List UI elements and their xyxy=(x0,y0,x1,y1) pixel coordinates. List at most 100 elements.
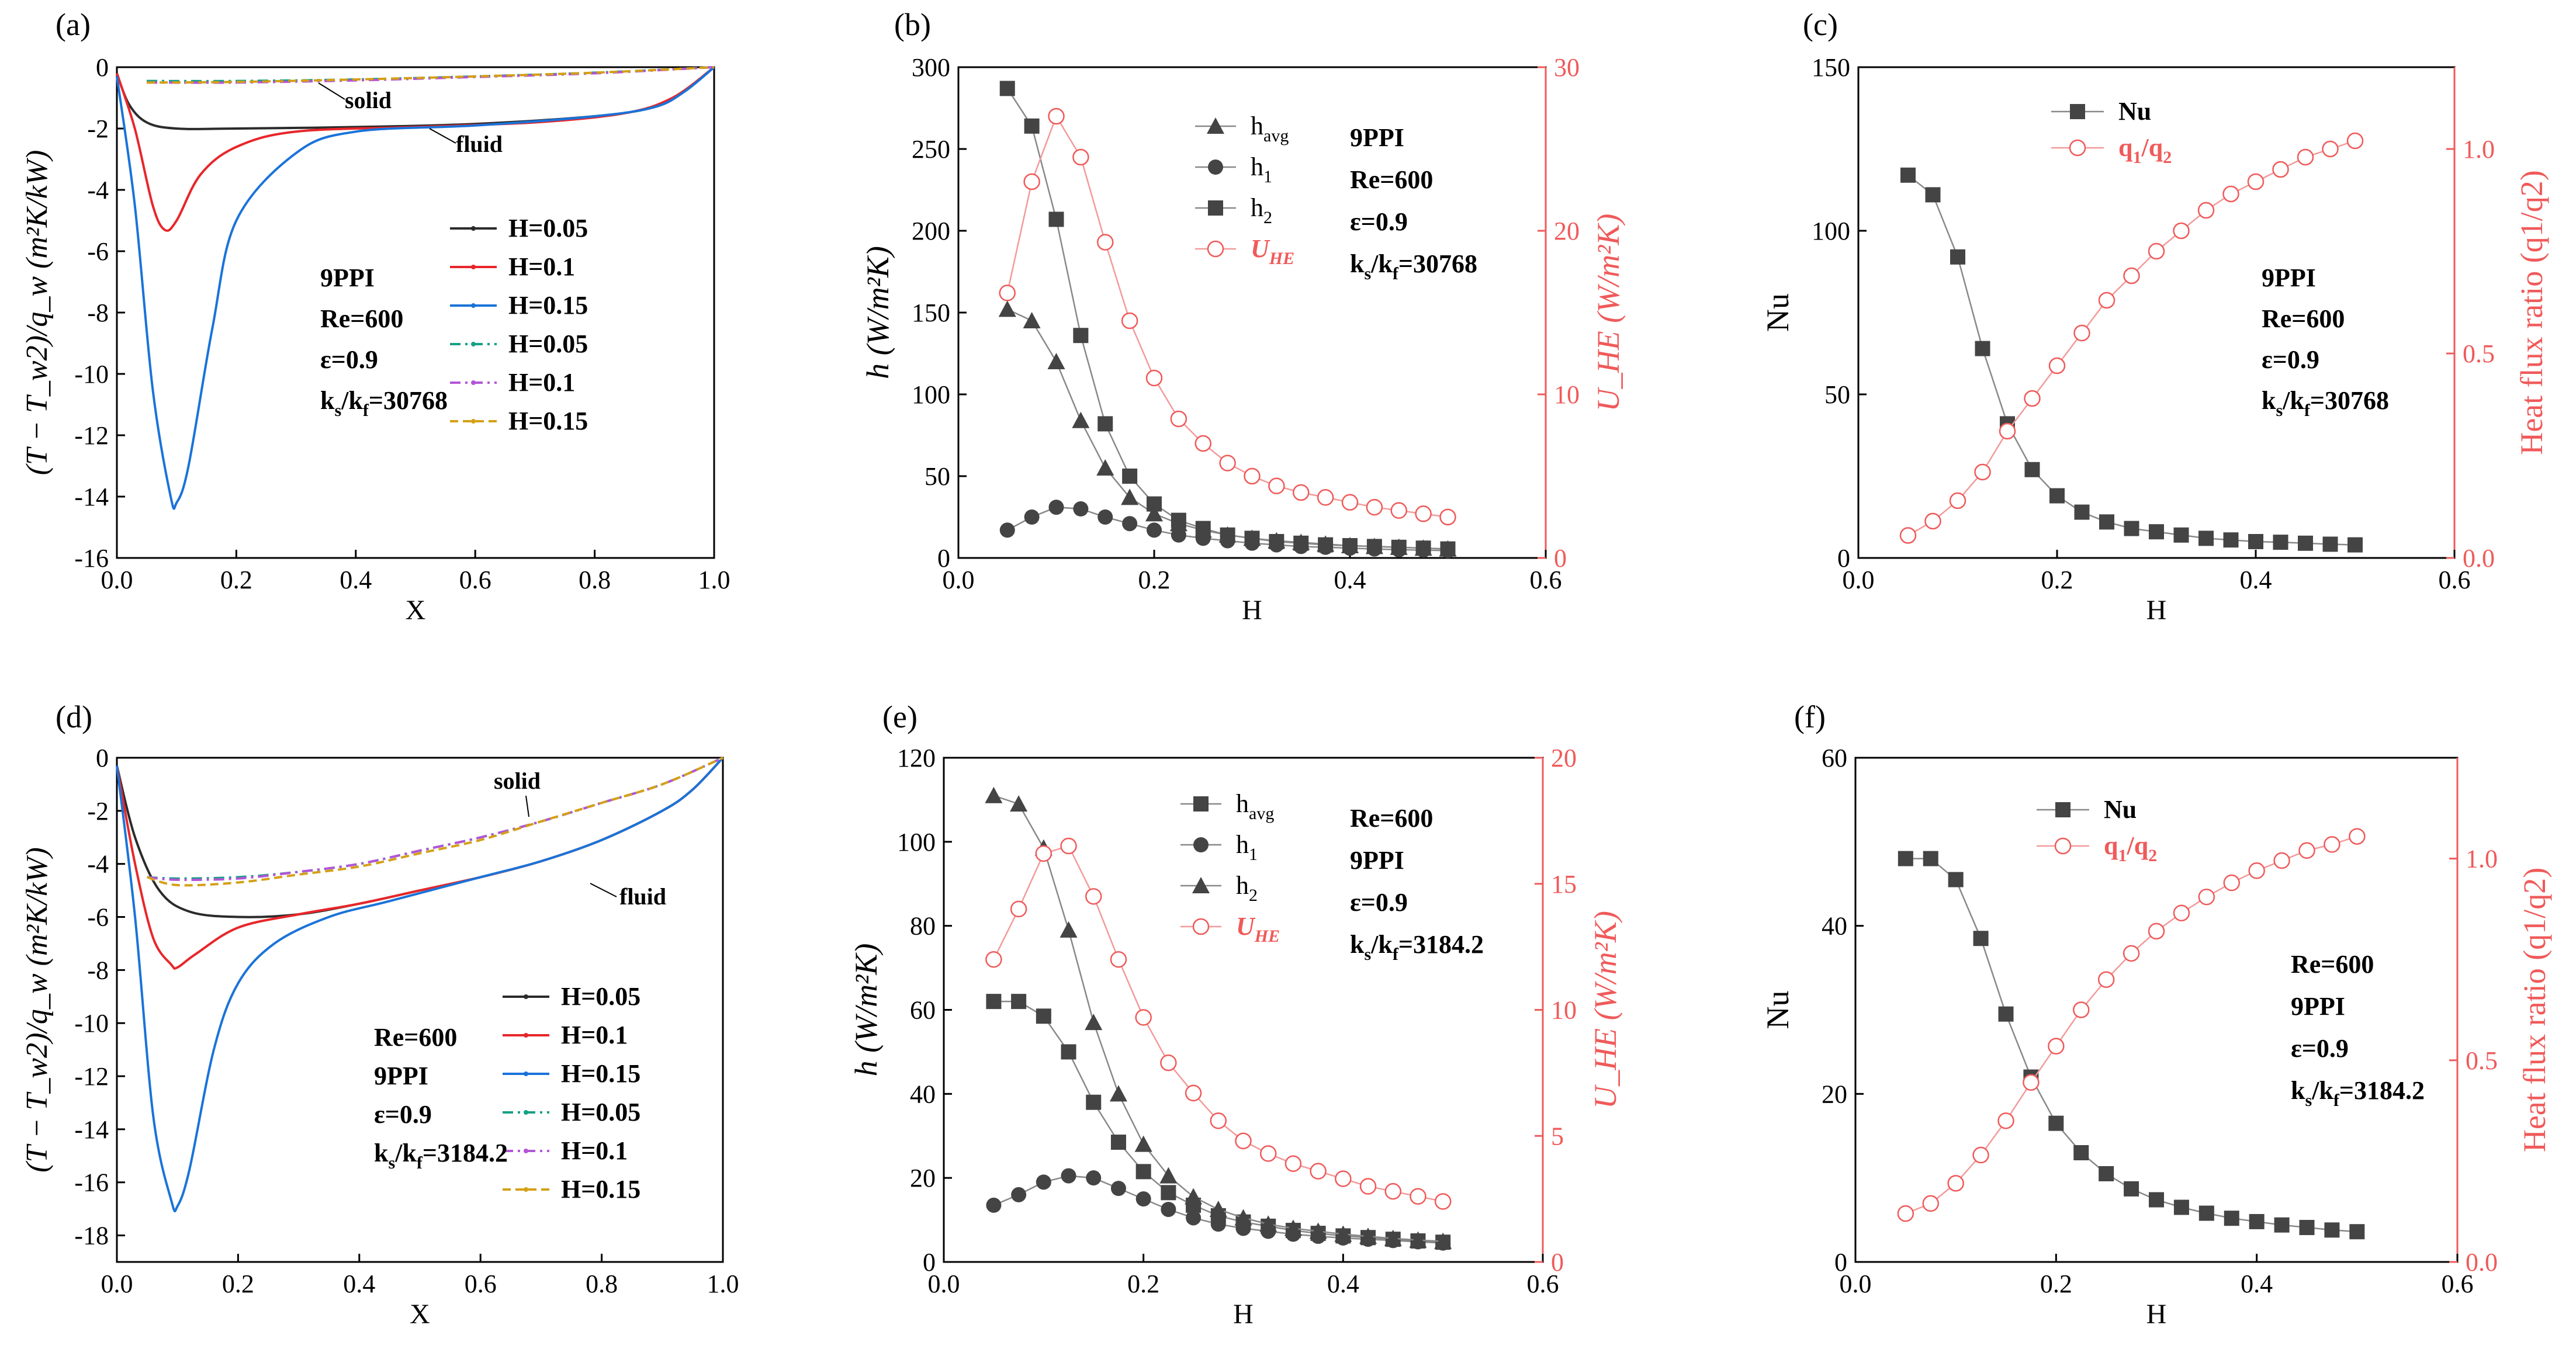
legend-label: H=0.15 xyxy=(561,1175,640,1204)
x-tick-label: 0.2 xyxy=(2040,1270,2072,1298)
point xyxy=(1048,107,1065,125)
x-tick-label: 0.2 xyxy=(2041,566,2073,594)
y-axis-label: h (W/m²K) xyxy=(849,944,884,1077)
legend-label: Nu xyxy=(2104,795,2137,824)
plot-frame xyxy=(116,66,715,559)
y-tick-label: -12 xyxy=(74,1062,109,1091)
x-axis-label: X xyxy=(406,595,426,626)
y2-tick-label: 0.5 xyxy=(2463,339,2495,368)
legend-label: q1/q2 xyxy=(2118,133,2172,167)
point xyxy=(2249,1213,2265,1229)
point xyxy=(2048,1038,2065,1055)
point xyxy=(1259,1215,1277,1232)
x-tick-label: 0.2 xyxy=(222,1270,254,1298)
x-tick-label: 1.0 xyxy=(698,566,730,594)
y-tick-label: 20 xyxy=(1822,1080,1847,1108)
x-tick-label: 0.4 xyxy=(1327,1270,1359,1298)
x-tick-label: 0.6 xyxy=(2442,1270,2474,1298)
panel-c: 0.0 0.2 0.4 0.6 0 50 100 150 0.0 0.5 1.0 H Nu Heat fl… xyxy=(1760,53,2549,626)
point xyxy=(1973,931,1989,946)
y-tick-label: 60 xyxy=(1822,744,1847,772)
info-text: ε=0.9 xyxy=(320,345,378,374)
annotation-solid: solid xyxy=(345,87,392,113)
point xyxy=(1110,1181,1126,1197)
series-line xyxy=(1905,858,2357,1233)
y-tick-label: 40 xyxy=(910,1080,936,1108)
info-text: Re=600 xyxy=(2291,950,2374,979)
point xyxy=(1208,200,1223,216)
y2-tick-label: 0 xyxy=(1551,1248,1564,1277)
point xyxy=(1999,422,2016,440)
point xyxy=(1010,900,1027,918)
info-text: ks/kf=3184.2 xyxy=(374,1139,508,1173)
info-text: ks/kf=30768 xyxy=(1350,249,1477,283)
point xyxy=(1036,1008,1051,1024)
point xyxy=(1194,435,1211,452)
point xyxy=(1948,872,1964,887)
point xyxy=(1060,837,1077,855)
point xyxy=(998,300,1016,317)
y-axis-label: (T − T_w2)/q_w (m²K/kW) xyxy=(20,847,54,1173)
x-tick-label: 0.6 xyxy=(1527,1270,1559,1298)
point xyxy=(1011,1187,1027,1202)
point xyxy=(1096,459,1114,476)
point xyxy=(2198,1205,2214,1221)
y-axis-label: (T − T_w2)/q_w (m²K/kW) xyxy=(20,150,54,476)
point xyxy=(2173,222,2190,240)
legend-label: H=0.1 xyxy=(508,368,575,397)
point xyxy=(1269,534,1284,549)
point xyxy=(999,81,1015,96)
point xyxy=(2173,527,2189,543)
info-text: 9PPI xyxy=(320,263,375,292)
info-text: Re=600 xyxy=(2262,304,2345,333)
point xyxy=(1185,1188,1203,1205)
series-line xyxy=(147,757,723,882)
info-text: 9PPI xyxy=(1350,123,1404,152)
point xyxy=(2274,1217,2290,1233)
series-line xyxy=(1007,308,1448,550)
point xyxy=(1359,1178,1377,1195)
legend-swatch-point xyxy=(524,994,528,999)
x-tick-label: 0.0 xyxy=(943,566,975,594)
point xyxy=(1121,312,1138,330)
y-tick-label: -12 xyxy=(74,421,109,450)
legend-label: UHE xyxy=(1251,234,1294,268)
point xyxy=(2055,802,2071,817)
x-tick-label: 0.6 xyxy=(2439,566,2471,594)
legend-swatch-point xyxy=(471,342,476,346)
x-tick-label: 0.0 xyxy=(1840,1270,1872,1298)
point xyxy=(1975,341,1990,356)
legend-label: q1/q2 xyxy=(2104,831,2157,865)
point xyxy=(1310,1163,1327,1180)
y-tick-label: 80 xyxy=(910,912,936,941)
legend-label: H=0.1 xyxy=(561,1136,628,1165)
info-text: ks/kf=30768 xyxy=(2262,386,2389,420)
point xyxy=(1384,1229,1402,1246)
y-tick-label: -16 xyxy=(74,544,109,573)
annotation-solid: solid xyxy=(494,768,541,794)
plot-frame xyxy=(116,757,724,1263)
point xyxy=(1415,505,1432,522)
y-tick-label: -8 xyxy=(87,299,109,327)
point xyxy=(1384,1182,1401,1200)
point xyxy=(1147,496,1162,512)
annotation-fluid: fluid xyxy=(619,883,666,910)
point xyxy=(1925,187,1941,203)
point xyxy=(1023,173,1040,190)
legend-label: Nu xyxy=(2118,97,2151,126)
point xyxy=(1097,509,1113,525)
point xyxy=(2098,292,2115,309)
x-tick-label: 0.2 xyxy=(1138,566,1171,594)
panel-letter: (c) xyxy=(1803,7,1838,42)
y2-tick-label: 30 xyxy=(1554,53,1580,82)
panel-letter: (e) xyxy=(882,699,917,734)
point xyxy=(1073,328,1089,344)
legend-swatch-point xyxy=(471,303,476,308)
point xyxy=(2099,514,2114,530)
point xyxy=(1011,994,1027,1010)
y2-tick-label: 0.0 xyxy=(2463,544,2495,573)
y-tick-label: -10 xyxy=(74,360,109,389)
point xyxy=(1121,488,1139,505)
y2-tick-label: 20 xyxy=(1554,217,1580,245)
